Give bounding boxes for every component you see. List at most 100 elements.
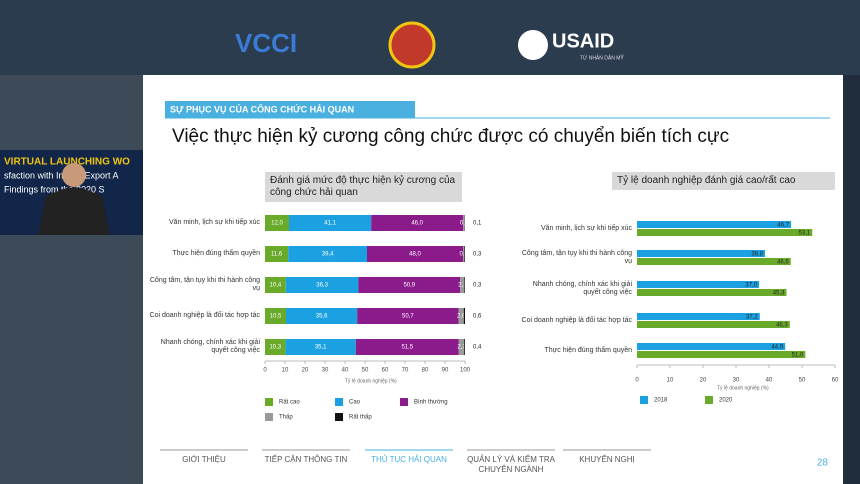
bar bbox=[637, 289, 787, 296]
bar bbox=[637, 321, 790, 328]
category-label: Coi doanh nghiệp là đối tác hợp tác bbox=[521, 317, 632, 324]
value-label: 38,8 bbox=[751, 252, 763, 258]
x-axis-label: Tỷ lệ doanh nghiệp (%) bbox=[717, 384, 769, 391]
bar-segment bbox=[463, 215, 465, 231]
bar bbox=[637, 250, 766, 257]
bar-segment bbox=[265, 277, 286, 293]
bar-segment bbox=[371, 215, 464, 231]
page-number: 28 bbox=[817, 458, 829, 469]
x-tick-label: 0 bbox=[263, 368, 267, 374]
bar bbox=[637, 258, 791, 265]
category-label: Thực hiện đúng thẩm quyền bbox=[544, 347, 632, 354]
value-label: 2,6 bbox=[457, 314, 466, 320]
bar bbox=[637, 313, 760, 320]
x-axis-label: Tỷ lệ doanh nghiệp (%) bbox=[345, 377, 397, 384]
section-bar bbox=[165, 101, 415, 118]
value-label: 51,0 bbox=[792, 353, 804, 359]
logo-vcci: VCCI bbox=[235, 28, 297, 58]
value-label: 10,4 bbox=[270, 283, 282, 289]
tab[interactable]: QUẢN LÝ VÀ KIỂM TRA CHUYÊN NGÀNH bbox=[467, 455, 555, 474]
value-label: 0,3 bbox=[473, 283, 482, 289]
bar bbox=[637, 281, 760, 288]
bar-segment bbox=[265, 246, 289, 262]
bar-segment bbox=[367, 246, 463, 262]
slide-title: Việc thực hiện kỷ cương công chức được c… bbox=[172, 126, 729, 147]
legend-label: Bình thường bbox=[414, 400, 448, 406]
x-tick-label: 20 bbox=[302, 368, 309, 374]
category-label: Công tâm, tận tụy khi thi hành công vụ bbox=[521, 250, 632, 265]
bar bbox=[637, 343, 786, 350]
legend-swatch bbox=[640, 396, 648, 404]
value-label: 0,8 bbox=[460, 221, 469, 227]
value-label: 51,5 bbox=[401, 345, 413, 351]
logo-customs bbox=[388, 21, 436, 69]
bar bbox=[637, 229, 813, 236]
x-tick-label: 80 bbox=[422, 368, 429, 374]
chart-title: Đánh giá mức độ thực hiện kỷ cương của c… bbox=[265, 172, 462, 202]
bar-segment bbox=[460, 277, 465, 293]
x-tick-label: 70 bbox=[402, 368, 409, 374]
legend-swatch bbox=[265, 413, 273, 421]
logo-usaid-seal bbox=[518, 30, 548, 60]
value-label: 36,3 bbox=[316, 283, 328, 289]
value-label: 2,7 bbox=[457, 345, 466, 351]
x-tick-label: 10 bbox=[282, 368, 289, 374]
bar-segment bbox=[458, 308, 464, 324]
x-tick-label: 10 bbox=[667, 378, 674, 384]
x-tick-label: 20 bbox=[700, 378, 707, 384]
value-label: 10,5 bbox=[270, 314, 282, 320]
x-tick-label: 30 bbox=[733, 378, 740, 384]
bar-segment bbox=[285, 339, 356, 355]
x-tick-label: 90 bbox=[442, 368, 449, 374]
section-title: SỰ PHỤC VỤ CỦA CÔNG CHỨC HẢI QUAN bbox=[170, 103, 354, 114]
slide bbox=[143, 75, 843, 484]
legend-label: Cao bbox=[349, 400, 361, 406]
value-label: 44,9 bbox=[771, 345, 783, 351]
bar-segment bbox=[464, 246, 465, 262]
x-tick-label: 100 bbox=[460, 368, 471, 374]
value-label: 50,7 bbox=[402, 314, 414, 320]
bar-segment bbox=[357, 308, 459, 324]
value-label: 45,3 bbox=[773, 291, 785, 297]
value-label: 0,4 bbox=[473, 345, 482, 351]
value-label: 53,1 bbox=[799, 231, 811, 237]
x-tick-label: 60 bbox=[382, 368, 389, 374]
tab[interactable]: TIẾP CẬN THÔNG TIN bbox=[264, 455, 348, 464]
category-label: Nhanh chóng, chính xác khi giải quyết cô… bbox=[160, 339, 260, 354]
value-label: 39,4 bbox=[322, 252, 334, 258]
tab[interactable]: GIỚI THIỆU bbox=[182, 455, 226, 464]
logo-usaid: USAID bbox=[552, 30, 614, 52]
value-label: 0,3 bbox=[473, 252, 482, 258]
tab[interactable]: THỦ TỤC HẢI QUAN bbox=[371, 455, 447, 464]
presenter-head bbox=[62, 163, 86, 187]
value-label: 46,7 bbox=[777, 223, 789, 229]
legend-swatch bbox=[400, 398, 408, 406]
category-label: Văn minh, lịch sự khi tiếp xúc bbox=[168, 219, 260, 226]
category-label: Coi doanh nghiệp là đối tác hợp tác bbox=[149, 312, 260, 319]
tab[interactable]: KHUYẾN NGHỊ bbox=[579, 455, 635, 464]
video-line: sfaction with Import-Export A bbox=[4, 170, 119, 180]
x-tick-label: 50 bbox=[362, 368, 369, 374]
value-label: 11,6 bbox=[271, 252, 283, 258]
legend-swatch bbox=[335, 398, 343, 406]
bar-segment bbox=[265, 308, 286, 324]
video-panel bbox=[0, 75, 143, 484]
x-tick-label: 60 bbox=[832, 378, 839, 384]
value-label: 37,0 bbox=[745, 283, 757, 289]
value-label: 46,6 bbox=[777, 260, 789, 266]
video-line: VIRTUAL LAUNCHING WO bbox=[4, 157, 130, 168]
bar-segment bbox=[358, 277, 461, 293]
category-label: Văn minh, lịch sự khi tiếp xúc bbox=[540, 225, 632, 232]
legend-swatch bbox=[705, 396, 713, 404]
bar-segment bbox=[355, 339, 459, 355]
value-label: 0,1 bbox=[473, 221, 482, 227]
bar-segment bbox=[464, 277, 465, 293]
bar-segment bbox=[464, 339, 465, 355]
chart-title: Tỷ lệ doanh nghiệp đánh giá cao/rất cao bbox=[612, 172, 835, 190]
bar-segment bbox=[265, 339, 286, 355]
usaid-sub: TỪ NHÂN DÂN MỸ bbox=[580, 54, 624, 61]
value-label: 48,0 bbox=[409, 252, 421, 258]
value-label: 41,1 bbox=[324, 221, 336, 227]
legend-label: Rất thấp bbox=[349, 415, 372, 421]
legend-label: Thấp bbox=[279, 415, 293, 421]
